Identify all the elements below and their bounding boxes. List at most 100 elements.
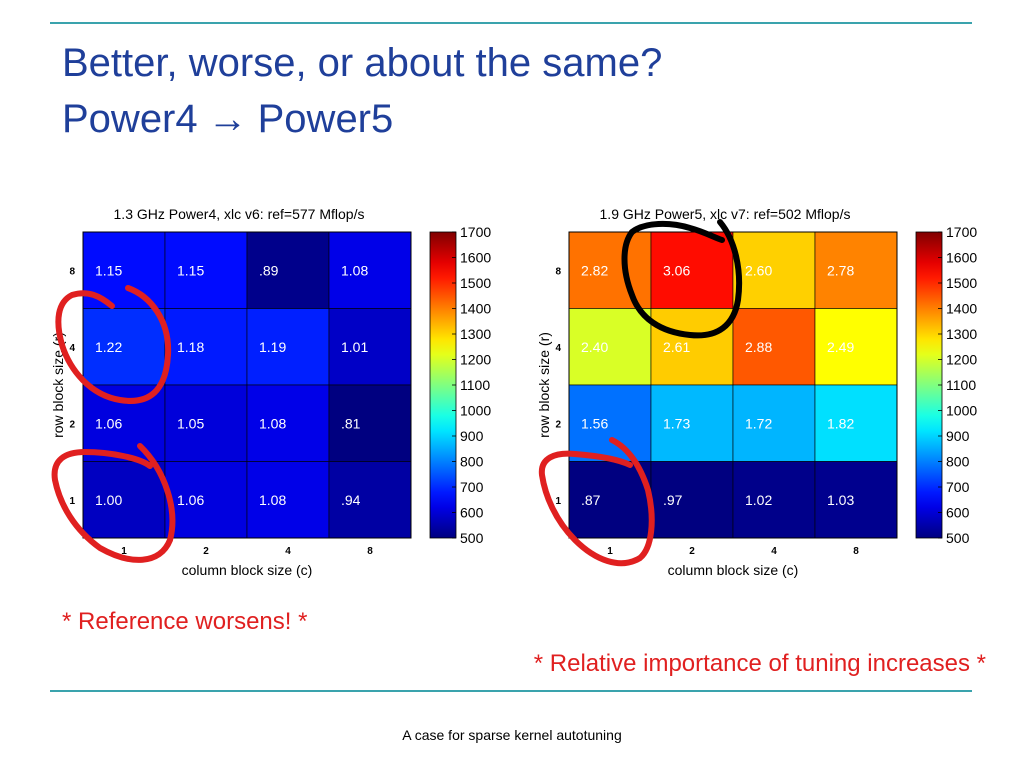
y-tick-label: 4 bbox=[69, 343, 75, 354]
slide-footer: A case for sparse kernel autotuning bbox=[402, 727, 622, 743]
heatmap-cell bbox=[328, 231, 412, 309]
cell-label: 1.72 bbox=[745, 415, 772, 431]
y-tick-label: 1 bbox=[69, 496, 75, 507]
x-tick-label: 4 bbox=[771, 546, 777, 557]
x-tick-label: 2 bbox=[203, 546, 209, 557]
cell-label: 1.03 bbox=[827, 492, 854, 508]
colorbar-tick-label: 1200 bbox=[946, 352, 977, 368]
colorbar-tick-label: 1100 bbox=[460, 377, 490, 393]
colorbar-tick-label: 500 bbox=[946, 530, 970, 546]
colorbar-tick-label: 1600 bbox=[460, 250, 491, 266]
cell-label: 1.15 bbox=[177, 262, 204, 278]
top-divider bbox=[50, 22, 972, 24]
heatmap-cell bbox=[732, 308, 816, 386]
colorbar-tick-label: 1100 bbox=[946, 377, 976, 393]
heatmap-cell bbox=[164, 231, 248, 309]
colorbar-tick-label: 900 bbox=[460, 428, 484, 444]
cell-label: 1.00 bbox=[95, 492, 122, 508]
y-axis-label: row block size (r) bbox=[50, 332, 66, 438]
cell-label: 2.49 bbox=[827, 339, 854, 355]
cell-label: .97 bbox=[663, 492, 683, 508]
cell-label: 2.82 bbox=[581, 262, 608, 278]
colorbar-tick-label: 1200 bbox=[460, 352, 491, 368]
colorbar-tick-label: 700 bbox=[946, 479, 970, 495]
cell-label: 1.08 bbox=[341, 262, 368, 278]
cell-label: .89 bbox=[259, 262, 279, 278]
colorbar-tick-label: 1500 bbox=[460, 275, 491, 291]
cell-label: 1.19 bbox=[259, 339, 286, 355]
colorbar-tick-label: 900 bbox=[946, 428, 970, 444]
y-axis-label: row block size (r) bbox=[536, 332, 552, 438]
cell-label: 1.73 bbox=[663, 415, 690, 431]
chart-title: 1.3 GHz Power4, xlc v6: ref=577 Mflop/s bbox=[114, 206, 365, 222]
cell-label: 1.08 bbox=[259, 415, 286, 431]
x-tick-label: 4 bbox=[285, 546, 291, 557]
cell-label: 1.06 bbox=[95, 415, 122, 431]
heatmap-cell bbox=[814, 461, 898, 539]
heatmap-cell bbox=[732, 384, 816, 462]
colorbar bbox=[429, 231, 457, 539]
colorbar-tick-label: 1700 bbox=[946, 224, 977, 240]
colorbar-tick-label: 1400 bbox=[946, 301, 977, 317]
cell-label: 2.40 bbox=[581, 339, 608, 355]
x-tick-label: 8 bbox=[853, 546, 859, 557]
slide-title-line1: Better, worse, or about the same? bbox=[62, 41, 663, 85]
cell-label: 1.08 bbox=[259, 492, 286, 508]
power4-heatmap-chart: 1.3 GHz Power4, xlc v6: ref=577 Mflop/s 1… bbox=[50, 206, 491, 578]
colorbar-tick-label: 1300 bbox=[460, 326, 491, 342]
colorbar bbox=[915, 231, 943, 539]
colorbar-tick-label: 1700 bbox=[460, 224, 491, 240]
x-axis-label: column block size (c) bbox=[668, 562, 799, 578]
colorbar-tick-label: 800 bbox=[946, 454, 970, 470]
x-axis-label: column block size (c) bbox=[182, 562, 313, 578]
cell-label: .81 bbox=[341, 415, 361, 431]
heatmap-cell bbox=[328, 384, 412, 462]
x-tick-label: 8 bbox=[367, 546, 373, 557]
cell-label: .87 bbox=[581, 492, 601, 508]
cell-label: 2.88 bbox=[745, 339, 772, 355]
colorbar-tick-label: 1500 bbox=[946, 275, 977, 291]
y-tick-label: 8 bbox=[69, 266, 75, 277]
cell-label: .94 bbox=[341, 492, 361, 508]
cell-label: 1.05 bbox=[177, 415, 204, 431]
title-power5: Power5 bbox=[257, 97, 394, 141]
reference-worsens-note: * Reference worsens! * bbox=[62, 608, 308, 635]
y-tick-label: 1 bbox=[555, 496, 561, 507]
x-tick-label: 1 bbox=[607, 546, 613, 557]
cell-label: 1.01 bbox=[341, 339, 368, 355]
heatmap-cell bbox=[814, 308, 898, 386]
right-arrow-icon: → bbox=[207, 97, 248, 141]
y-tick-label: 2 bbox=[555, 419, 561, 430]
heatmap-cell bbox=[246, 461, 330, 539]
x-tick-label: 1 bbox=[121, 546, 127, 557]
colorbar-tick-label: 700 bbox=[460, 479, 484, 495]
colorbar-tick-label: 600 bbox=[946, 505, 970, 521]
cell-label: 2.61 bbox=[663, 339, 690, 355]
heatmap-cell bbox=[650, 384, 734, 462]
cell-label: 3.06 bbox=[663, 262, 690, 278]
colorbar-tick-label: 600 bbox=[460, 505, 484, 521]
heatmap-cell bbox=[328, 308, 412, 386]
title-power4: Power4 bbox=[62, 97, 198, 141]
colorbar-tick-label: 500 bbox=[460, 530, 484, 546]
colorbar-tick-label: 1400 bbox=[460, 301, 491, 317]
colorbar-tick-label: 1000 bbox=[460, 403, 491, 419]
cell-label: 1.06 bbox=[177, 492, 204, 508]
colorbar-tick-label: 1000 bbox=[946, 403, 977, 419]
x-tick-label: 2 bbox=[689, 546, 695, 557]
cell-label: 1.82 bbox=[827, 415, 854, 431]
heatmap-cell bbox=[164, 308, 248, 386]
chart-title: 1.9 GHz Power5, xlc v7: ref=502 Mflop/s bbox=[600, 206, 851, 222]
heatmap-cell bbox=[164, 461, 248, 539]
cell-label: 1.22 bbox=[95, 339, 122, 355]
cell-label: 1.56 bbox=[581, 415, 608, 431]
power5-heatmap-chart: 1.9 GHz Power5, xlc v7: ref=502 Mflop/s 2… bbox=[536, 206, 977, 578]
heatmap-cell bbox=[732, 461, 816, 539]
heatmap-cell bbox=[814, 384, 898, 462]
y-tick-label: 8 bbox=[555, 266, 561, 277]
heatmap-cell bbox=[814, 231, 898, 309]
heatmap-cell bbox=[732, 231, 816, 309]
y-tick-label: 2 bbox=[69, 419, 75, 430]
bottom-divider bbox=[50, 690, 972, 692]
cell-label: 1.15 bbox=[95, 262, 122, 278]
